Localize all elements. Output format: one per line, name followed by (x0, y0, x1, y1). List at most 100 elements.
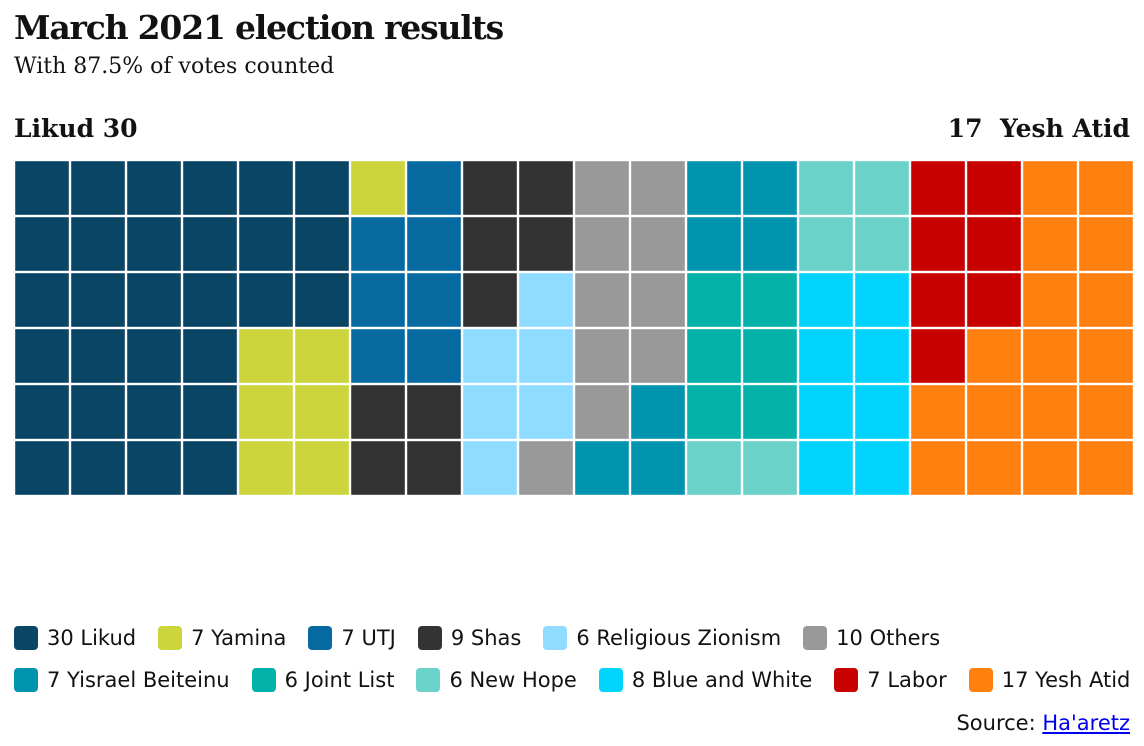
legend-item-yisrael-beiteinu: 7 Yisrael Beiteinu (14, 666, 230, 694)
seat-cell-yamina (295, 441, 349, 495)
seat-cell-yesh-atid (911, 441, 965, 495)
seat-cell-joint-list (687, 385, 741, 439)
seat-cell-likud (15, 273, 69, 327)
seat-cell-yesh-atid (967, 441, 1021, 495)
seat-cell-likud (183, 329, 237, 383)
legend-item-new-hope: 6 New Hope (416, 666, 577, 694)
seat-cell-yisrael-beiteinu (687, 217, 741, 271)
source-note: Source: Ha'aretz (956, 709, 1130, 737)
legend-label: 6 Joint List (284, 668, 395, 692)
legend-item-labor: 7 Labor (834, 666, 947, 694)
seat-cell-joint-list (687, 329, 741, 383)
seat-cell-likud (71, 273, 125, 327)
seat-cell-new-hope (687, 441, 741, 495)
seat-cell-yesh-atid (1023, 329, 1077, 383)
seat-cell-blue-and-white (855, 441, 909, 495)
legend-swatch (417, 626, 442, 650)
seat-cell-blue-and-white (799, 385, 853, 439)
legend-swatch (968, 668, 993, 692)
seat-cell-shas (463, 161, 517, 215)
legend-swatch (308, 626, 333, 650)
seat-cell-joint-list (743, 385, 797, 439)
seat-cell-likud (239, 273, 293, 327)
legend-swatch (251, 668, 276, 692)
seat-cell-blue-and-white (799, 329, 853, 383)
seat-cell-new-hope (855, 217, 909, 271)
seat-cell-joint-list (743, 329, 797, 383)
seat-cell-likud (71, 217, 125, 271)
seat-cell-likud (127, 329, 181, 383)
seat-cell-new-hope (743, 441, 797, 495)
seat-cell-likud (71, 161, 125, 215)
seat-cell-likud (15, 329, 69, 383)
seat-cell-yamina (295, 385, 349, 439)
seat-cell-labor (967, 217, 1021, 271)
right-end-label: 17 Yesh Atid (948, 112, 1130, 146)
seat-cell-others (631, 329, 685, 383)
seat-cell-joint-list (687, 273, 741, 327)
seat-cell-likud (127, 385, 181, 439)
legend-row: 7 Yisrael Beiteinu 6 Joint List 6 New Hope… (14, 666, 1144, 694)
seat-cell-labor (911, 329, 965, 383)
seat-cell-likud (239, 161, 293, 215)
seat-cell-religious-zionism (519, 329, 573, 383)
legend-item-blue-and-white: 8 Blue and White (598, 666, 812, 694)
seat-cell-others (631, 273, 685, 327)
legend-item-joint-list: 6 Joint List (251, 666, 395, 694)
legend-row: 30 Likud 7 Yamina 7 UTJ 9 Shas 6 Religious Z… (14, 624, 962, 652)
seat-cell-yamina (295, 329, 349, 383)
seat-cell-likud (183, 161, 237, 215)
seat-cell-others (575, 161, 629, 215)
seat-cell-labor (967, 273, 1021, 327)
seat-cell-blue-and-white (855, 385, 909, 439)
legend-swatch (803, 626, 828, 650)
seat-cell-religious-zionism (463, 385, 517, 439)
seat-cell-likud (295, 273, 349, 327)
seat-cell-yisrael-beiteinu (575, 441, 629, 495)
seat-cell-yesh-atid (967, 329, 1021, 383)
seat-cell-labor (967, 161, 1021, 215)
seat-cell-yesh-atid (1023, 217, 1077, 271)
seat-cell-likud (183, 441, 237, 495)
seat-cell-yesh-atid (1079, 161, 1133, 215)
seat-cell-new-hope (855, 161, 909, 215)
seat-cell-yesh-atid (1079, 217, 1133, 271)
seat-cell-shas (407, 441, 461, 495)
seat-cell-yesh-atid (967, 385, 1021, 439)
seat-cell-likud (71, 385, 125, 439)
seat-cell-yesh-atid (1023, 273, 1077, 327)
seat-cell-yisrael-beiteinu (743, 161, 797, 215)
seat-cell-yamina (239, 385, 293, 439)
seat-cell-blue-and-white (799, 441, 853, 495)
legend-swatch (158, 626, 183, 650)
seat-cell-utj (407, 273, 461, 327)
seat-cell-labor (911, 217, 965, 271)
legend-item-yesh-atid: 17 Yesh Atid (968, 666, 1130, 694)
legend-item-shas: 9 Shas (417, 624, 522, 652)
seat-cell-religious-zionism (519, 385, 573, 439)
legend-item-religious-zionism: 6 Religious Zionism (543, 624, 781, 652)
source-link[interactable]: Ha'aretz (1042, 711, 1130, 735)
seat-cell-likud (15, 161, 69, 215)
seat-cell-others (575, 217, 629, 271)
seat-cell-likud (183, 273, 237, 327)
left-end-label: Likud 30 (14, 114, 138, 143)
seat-cell-utj (351, 217, 405, 271)
seat-cell-religious-zionism (463, 441, 517, 495)
waffle-chart (15, 161, 1133, 495)
seat-cell-yesh-atid (1023, 441, 1077, 495)
seat-cell-likud (71, 441, 125, 495)
seat-cell-likud (127, 217, 181, 271)
seat-cell-likud (183, 217, 237, 271)
seat-cell-yisrael-beiteinu (687, 161, 741, 215)
seat-cell-joint-list (743, 273, 797, 327)
legend-label: 7 Labor (867, 668, 947, 692)
seat-cell-likud (127, 441, 181, 495)
legend-swatch (416, 668, 441, 692)
seat-cell-likud (239, 217, 293, 271)
seat-cell-others (575, 329, 629, 383)
seat-cell-likud (295, 161, 349, 215)
legend-label: 9 Shas (450, 626, 522, 650)
seat-cell-utj (407, 329, 461, 383)
seat-cell-yamina (351, 161, 405, 215)
